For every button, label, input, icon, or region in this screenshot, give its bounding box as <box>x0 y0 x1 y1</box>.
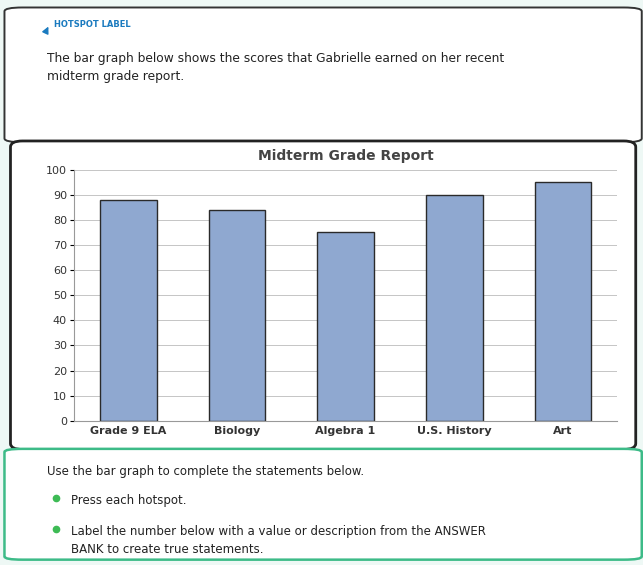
Bar <box>535 182 591 421</box>
Text: Label the number below with a value or description from the ANSWER
BANK to creat: Label the number below with a value or d… <box>71 525 485 556</box>
FancyBboxPatch shape <box>5 7 642 142</box>
Bar <box>426 194 482 421</box>
Bar <box>100 199 156 421</box>
Bar <box>209 210 265 421</box>
Text: The bar graph below shows the scores that Gabrielle earned on her recent
midterm: The bar graph below shows the scores tha… <box>46 52 504 84</box>
FancyBboxPatch shape <box>10 141 636 450</box>
Text: Press each hotspot.: Press each hotspot. <box>71 494 186 507</box>
Text: HOTSPOT LABEL: HOTSPOT LABEL <box>54 20 131 29</box>
Title: Midterm Grade Report: Midterm Grade Report <box>258 149 433 163</box>
Bar <box>318 232 374 421</box>
Text: Use the bar graph to complete the statements below.: Use the bar graph to complete the statem… <box>46 464 364 477</box>
FancyBboxPatch shape <box>5 449 642 560</box>
